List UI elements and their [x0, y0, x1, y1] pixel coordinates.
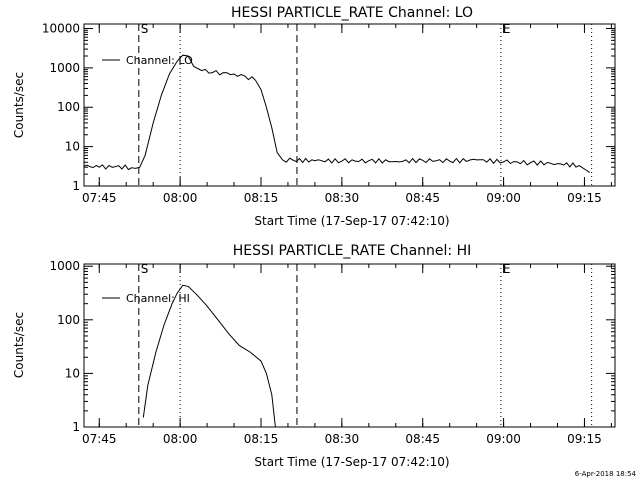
- x-tick-label: 07:45: [82, 191, 117, 205]
- time-marker-label: E: [503, 262, 511, 276]
- x-tick-label: 08:45: [405, 432, 440, 446]
- chart-hi-channel: HESSI PARTICLE_RATE Channel: HI 07:45 08:…: [12, 243, 616, 469]
- y-tick-label: 1000: [49, 61, 80, 75]
- data-series: [142, 284, 276, 428]
- x-tick-label: 08:00: [163, 191, 198, 205]
- series-line: [142, 284, 276, 428]
- legend-label: Channel: HI: [126, 292, 190, 305]
- time-marker-label: S: [141, 22, 149, 36]
- y-axis: 1 10 100 1000: [49, 259, 615, 434]
- x-tick-label: 08:45: [405, 191, 440, 205]
- x-axis: 07:45 08:00 08:15 08:30 08:45 09:00 09:15: [82, 24, 612, 205]
- x-tick-label: 08:30: [325, 432, 360, 446]
- x-tick-label: 08:30: [325, 191, 360, 205]
- footer-date: 6-Apr-2018 18:54: [575, 470, 637, 478]
- x-tick-label: 09:15: [567, 191, 602, 205]
- x-axis-label: Start Time (17-Sep-17 07:42:10): [254, 455, 449, 469]
- x-axis-label: Start Time (17-Sep-17 07:42:10): [254, 214, 449, 228]
- chart-lo-channel: HESSI PARTICLE_RATE Channel: LO 07:45 08:…: [12, 5, 616, 228]
- y-tick-label: 1000: [49, 259, 80, 273]
- x-axis: 07:45 08:00 08:15 08:30 08:45 09:00 09:15: [82, 264, 612, 446]
- x-tick-label: 07:45: [82, 432, 117, 446]
- x-tick-label: 08:15: [244, 432, 279, 446]
- legend-label: Channel: LO: [126, 54, 193, 67]
- plot-frame: [83, 23, 616, 187]
- data-series: [83, 54, 591, 173]
- x-tick-label: 09:00: [486, 191, 521, 205]
- x-tick-label: 08:15: [244, 191, 279, 205]
- y-tick-label: 100: [57, 100, 80, 114]
- time-marker-label: S: [141, 262, 149, 276]
- x-tick-label: 09:15: [567, 432, 602, 446]
- y-tick-label: 10000: [42, 21, 80, 35]
- legend: Channel: HI: [102, 292, 190, 305]
- series-line: [83, 54, 591, 173]
- chart-title: HESSI PARTICLE_RATE Channel: LO: [231, 5, 473, 21]
- x-tick-label: 09:00: [486, 432, 521, 446]
- legend: Channel: LO: [102, 54, 193, 67]
- time-marker-label: E: [503, 22, 511, 36]
- y-axis-label: Counts/sec: [12, 72, 26, 138]
- plot-frame: [83, 263, 616, 428]
- y-tick-label: 10: [65, 140, 80, 154]
- y-tick-label: 1: [72, 420, 80, 434]
- y-tick-label: 1: [72, 179, 80, 193]
- y-tick-label: 10: [65, 366, 80, 380]
- y-tick-label: 100: [57, 313, 80, 327]
- y-axis: 1 10 100 1000 10000: [42, 21, 615, 193]
- chart-title: HESSI PARTICLE_RATE Channel: HI: [233, 243, 471, 259]
- y-axis-label: Counts/sec: [12, 312, 26, 378]
- x-tick-label: 08:00: [163, 432, 198, 446]
